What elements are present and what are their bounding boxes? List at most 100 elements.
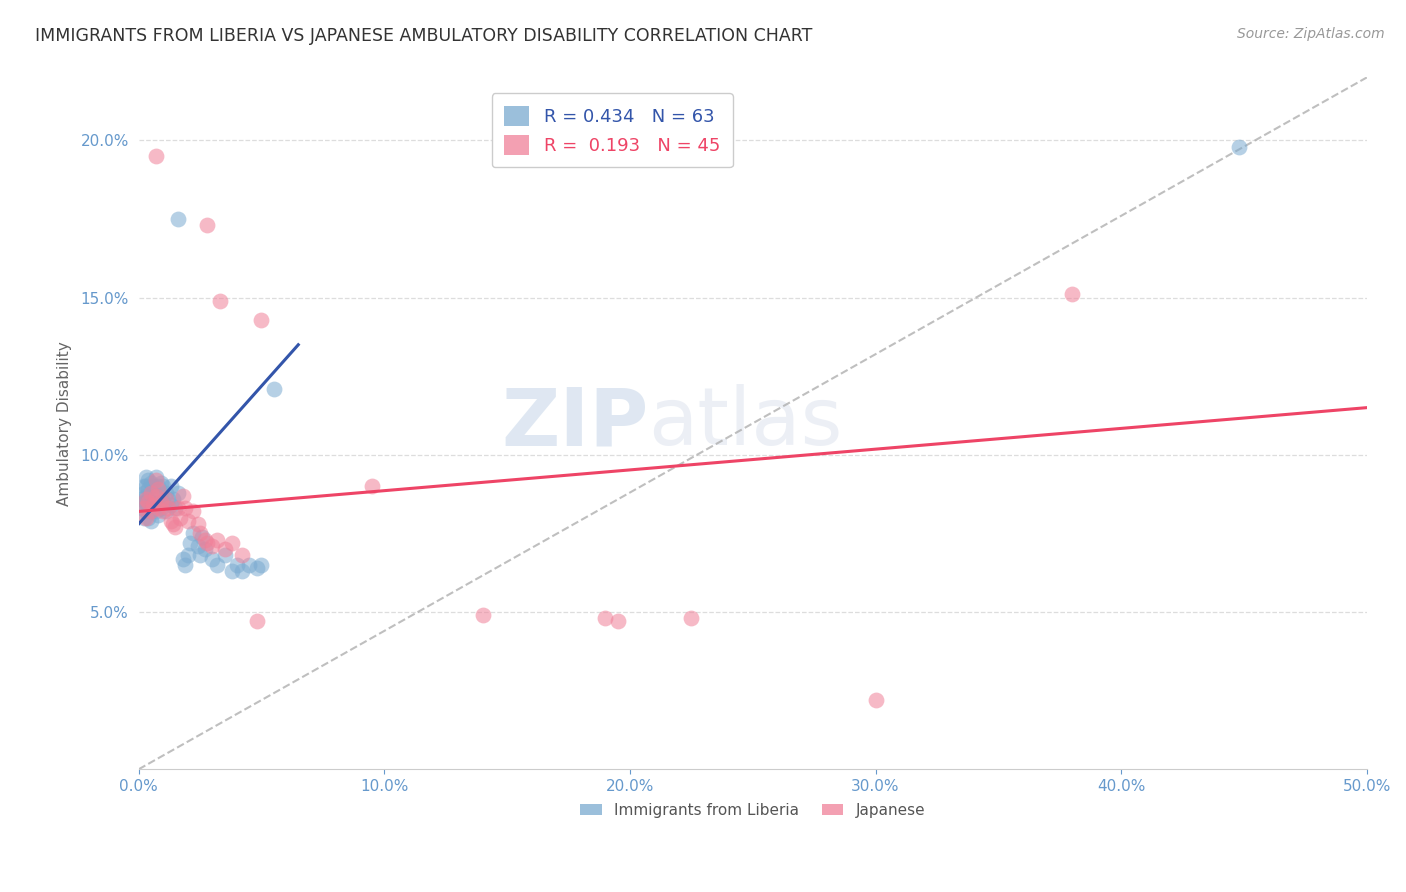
Point xyxy=(138,473,160,487)
Point xyxy=(191,530,214,544)
Point xyxy=(250,558,273,572)
Point xyxy=(135,479,157,493)
Point xyxy=(138,495,160,509)
Point xyxy=(139,485,162,500)
Point xyxy=(177,514,200,528)
Point xyxy=(148,501,170,516)
Point xyxy=(135,504,157,518)
Point xyxy=(145,473,167,487)
Y-axis label: Ambulatory Disability: Ambulatory Disability xyxy=(58,341,72,506)
Point xyxy=(152,495,174,509)
Point xyxy=(155,485,177,500)
Point xyxy=(231,549,253,563)
Point xyxy=(157,491,180,506)
Point xyxy=(165,520,187,534)
Point xyxy=(152,504,174,518)
Point xyxy=(263,382,285,396)
Point xyxy=(231,564,253,578)
Point xyxy=(149,489,172,503)
Point xyxy=(162,491,184,506)
Point xyxy=(135,491,157,506)
Point xyxy=(165,501,187,516)
Point xyxy=(187,516,209,531)
Point xyxy=(155,504,177,518)
Point xyxy=(250,312,273,326)
Point xyxy=(201,551,224,566)
Point xyxy=(181,504,204,518)
Point xyxy=(132,495,155,509)
Point xyxy=(135,510,157,524)
Point xyxy=(145,495,167,509)
Point xyxy=(149,476,172,491)
Point xyxy=(148,508,170,522)
Point xyxy=(129,501,152,516)
Point xyxy=(139,504,162,518)
Point xyxy=(194,542,217,557)
Point xyxy=(138,501,160,516)
Point xyxy=(157,501,180,516)
Point xyxy=(214,542,236,557)
Point xyxy=(138,483,160,497)
Point xyxy=(172,489,194,503)
Point xyxy=(148,483,170,497)
Point xyxy=(142,501,165,516)
Point xyxy=(148,498,170,512)
Point xyxy=(245,561,267,575)
Point xyxy=(681,611,703,625)
Point xyxy=(174,558,197,572)
Point xyxy=(197,219,219,233)
Point xyxy=(135,470,157,484)
Point xyxy=(187,539,209,553)
Point xyxy=(149,501,172,516)
Point xyxy=(188,526,211,541)
Point xyxy=(167,211,190,226)
Point xyxy=(221,564,243,578)
Point xyxy=(148,479,170,493)
Point xyxy=(865,693,887,707)
Point xyxy=(194,533,217,547)
Point xyxy=(138,510,160,524)
Point xyxy=(138,491,160,506)
Point xyxy=(595,611,617,625)
Point xyxy=(174,501,197,516)
Point xyxy=(245,615,267,629)
Point xyxy=(471,608,494,623)
Point xyxy=(142,479,165,493)
Point xyxy=(139,514,162,528)
Point xyxy=(214,549,236,563)
Point xyxy=(201,539,224,553)
Point xyxy=(205,533,228,547)
Point xyxy=(132,485,155,500)
Text: IMMIGRANTS FROM LIBERIA VS JAPANESE AMBULATORY DISABILITY CORRELATION CHART: IMMIGRANTS FROM LIBERIA VS JAPANESE AMBU… xyxy=(35,27,813,45)
Text: ZIP: ZIP xyxy=(501,384,648,462)
Point xyxy=(145,504,167,518)
Point xyxy=(197,536,219,550)
Point xyxy=(132,501,155,516)
Point xyxy=(145,470,167,484)
Point xyxy=(181,526,204,541)
Point xyxy=(208,293,231,308)
Point xyxy=(132,479,155,493)
Point xyxy=(361,479,384,493)
Point xyxy=(221,536,243,550)
Point xyxy=(159,498,181,512)
Text: Source: ZipAtlas.com: Source: ZipAtlas.com xyxy=(1237,27,1385,41)
Point xyxy=(1227,139,1250,153)
Point xyxy=(139,504,162,518)
Point xyxy=(1060,287,1083,301)
Point xyxy=(132,510,155,524)
Point xyxy=(238,558,260,572)
Point xyxy=(145,489,167,503)
Point xyxy=(159,514,181,528)
Point xyxy=(142,498,165,512)
Point xyxy=(155,491,177,506)
Point xyxy=(188,549,211,563)
Point xyxy=(167,485,190,500)
Point xyxy=(177,549,200,563)
Point xyxy=(169,510,191,524)
Point xyxy=(139,476,162,491)
Point xyxy=(142,491,165,506)
Point xyxy=(135,495,157,509)
Point xyxy=(145,149,167,163)
Point xyxy=(159,479,181,493)
